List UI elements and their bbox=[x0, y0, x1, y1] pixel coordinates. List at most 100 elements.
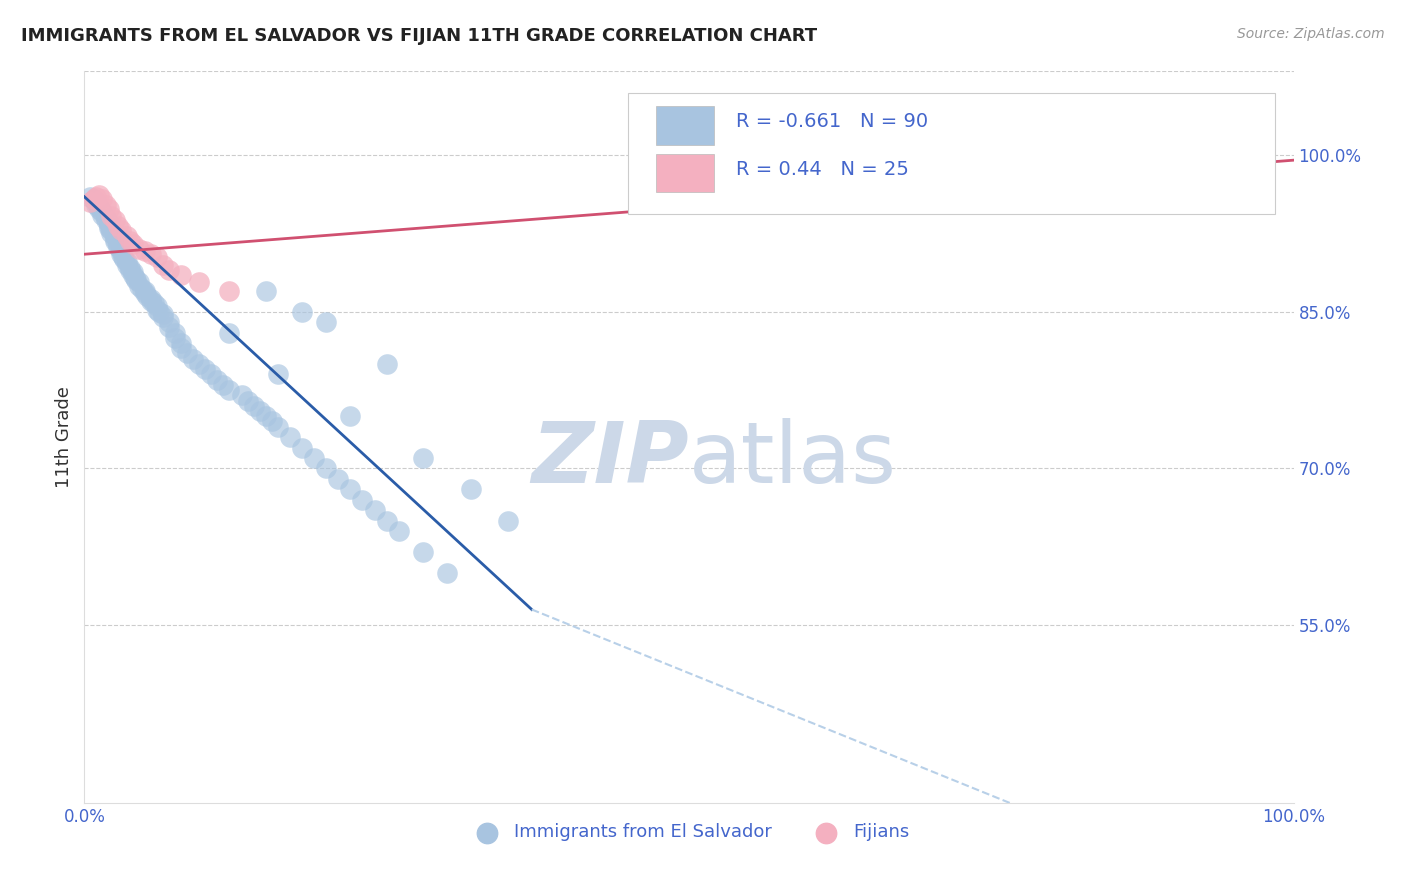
Point bbox=[91, 205, 114, 219]
Point bbox=[110, 244, 132, 258]
Point bbox=[291, 304, 314, 318]
Point bbox=[115, 229, 138, 244]
Point bbox=[110, 223, 132, 237]
Point bbox=[86, 198, 108, 212]
Point bbox=[97, 216, 120, 230]
Text: atlas: atlas bbox=[689, 417, 897, 500]
Point bbox=[412, 450, 434, 465]
Point bbox=[352, 492, 374, 507]
Point bbox=[115, 254, 138, 268]
Point bbox=[194, 362, 217, 376]
Point bbox=[157, 315, 180, 329]
Point bbox=[79, 190, 101, 204]
Point bbox=[212, 377, 235, 392]
Point bbox=[315, 315, 337, 329]
Text: ZIP: ZIP bbox=[531, 417, 689, 500]
FancyBboxPatch shape bbox=[628, 94, 1275, 214]
Point bbox=[94, 211, 117, 225]
Bar bbox=[657, 106, 714, 145]
Point bbox=[100, 227, 122, 241]
Point bbox=[125, 273, 148, 287]
Point bbox=[339, 483, 361, 497]
Point bbox=[157, 320, 180, 334]
Point bbox=[231, 388, 253, 402]
Point bbox=[83, 192, 105, 206]
Point bbox=[152, 258, 174, 272]
Point bbox=[110, 247, 132, 261]
Point bbox=[218, 383, 240, 397]
Point bbox=[302, 450, 325, 465]
Point bbox=[146, 302, 169, 317]
Point bbox=[120, 263, 142, 277]
Point bbox=[363, 503, 385, 517]
Point bbox=[181, 351, 204, 366]
Point bbox=[121, 236, 143, 251]
Point bbox=[128, 278, 150, 293]
Point bbox=[124, 271, 146, 285]
Point bbox=[188, 357, 211, 371]
Point bbox=[100, 223, 122, 237]
Point bbox=[107, 240, 129, 254]
Point bbox=[143, 296, 166, 310]
Point bbox=[128, 242, 150, 256]
Point bbox=[436, 566, 458, 580]
Point bbox=[254, 284, 277, 298]
Point bbox=[152, 310, 174, 324]
Point bbox=[134, 284, 156, 298]
Point bbox=[242, 399, 264, 413]
Point bbox=[157, 263, 180, 277]
Text: R = 0.44   N = 25: R = 0.44 N = 25 bbox=[737, 160, 908, 179]
Point bbox=[79, 194, 101, 209]
Point bbox=[146, 251, 169, 265]
Text: R = -0.661   N = 90: R = -0.661 N = 90 bbox=[737, 112, 928, 131]
Point bbox=[139, 294, 162, 309]
Point bbox=[176, 346, 198, 360]
Point bbox=[107, 236, 129, 251]
Point bbox=[1161, 143, 1184, 157]
Point bbox=[139, 292, 162, 306]
Point bbox=[460, 483, 482, 497]
Point bbox=[115, 258, 138, 272]
Point bbox=[128, 276, 150, 290]
Y-axis label: 11th Grade: 11th Grade bbox=[55, 386, 73, 488]
Point bbox=[412, 545, 434, 559]
Point bbox=[165, 326, 187, 340]
Point bbox=[112, 252, 135, 267]
Point bbox=[104, 231, 127, 245]
Point bbox=[86, 190, 108, 204]
Point bbox=[170, 341, 193, 355]
Point bbox=[200, 368, 222, 382]
Point bbox=[315, 461, 337, 475]
Point bbox=[254, 409, 277, 424]
Point bbox=[120, 234, 142, 248]
Point bbox=[107, 219, 129, 233]
Point bbox=[218, 326, 240, 340]
Point bbox=[87, 187, 110, 202]
Point bbox=[375, 514, 398, 528]
Point bbox=[131, 282, 153, 296]
Point bbox=[148, 304, 170, 318]
Point bbox=[267, 419, 290, 434]
Point bbox=[139, 247, 162, 261]
Point bbox=[97, 221, 120, 235]
Point bbox=[328, 472, 350, 486]
Point bbox=[104, 212, 127, 227]
Point bbox=[188, 276, 211, 290]
Point bbox=[110, 242, 132, 256]
Point bbox=[339, 409, 361, 424]
Point bbox=[83, 192, 105, 206]
Point bbox=[120, 260, 142, 275]
Bar bbox=[657, 154, 714, 192]
Point bbox=[267, 368, 290, 382]
Text: IMMIGRANTS FROM EL SALVADOR VS FIJIAN 11TH GRADE CORRELATION CHART: IMMIGRANTS FROM EL SALVADOR VS FIJIAN 11… bbox=[21, 27, 817, 45]
Point bbox=[87, 202, 110, 217]
Point bbox=[112, 251, 135, 265]
Point bbox=[170, 268, 193, 282]
Point bbox=[87, 200, 110, 214]
Point bbox=[91, 192, 114, 206]
Point bbox=[218, 284, 240, 298]
Point bbox=[97, 202, 120, 217]
Point bbox=[146, 300, 169, 314]
Point bbox=[134, 244, 156, 258]
Point bbox=[236, 393, 259, 408]
